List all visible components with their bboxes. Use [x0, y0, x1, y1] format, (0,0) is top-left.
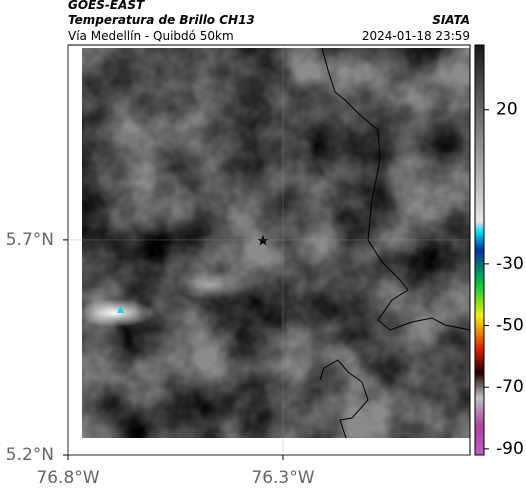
- colorbar: [474, 44, 485, 456]
- colorbar-tick-label: -50: [496, 316, 524, 336]
- colorbar-tick-label: -70: [496, 377, 524, 397]
- source: SIATA: [432, 13, 470, 27]
- colorbar-tick-label: -30: [496, 254, 524, 274]
- border-line: [321, 47, 471, 331]
- subtitle: Temperatura de Brillo CH13: [68, 13, 255, 27]
- lat-tick-label: 5.2°N: [6, 445, 54, 465]
- title: GOES-EAST: [68, 0, 145, 12]
- lon-tick-label: 76.3°W: [251, 468, 314, 488]
- colorbar-tick-label: -90: [496, 439, 524, 459]
- datetime: 2024-01-18 23:59: [362, 29, 470, 43]
- cold-spot: [117, 305, 124, 313]
- location: Vía Medellín - Quibdó 50km: [68, 29, 234, 43]
- colorbar-tick-label: 20: [496, 100, 518, 120]
- bright-cloud: [175, 270, 245, 300]
- station-marker: [257, 235, 269, 246]
- cloud-texture: [82, 48, 470, 438]
- lat-tick-label: 5.7°N: [6, 230, 54, 250]
- lon-tick-label: 76.8°W: [36, 468, 99, 488]
- border-line: [319, 359, 369, 439]
- bright-cloud: [75, 299, 155, 327]
